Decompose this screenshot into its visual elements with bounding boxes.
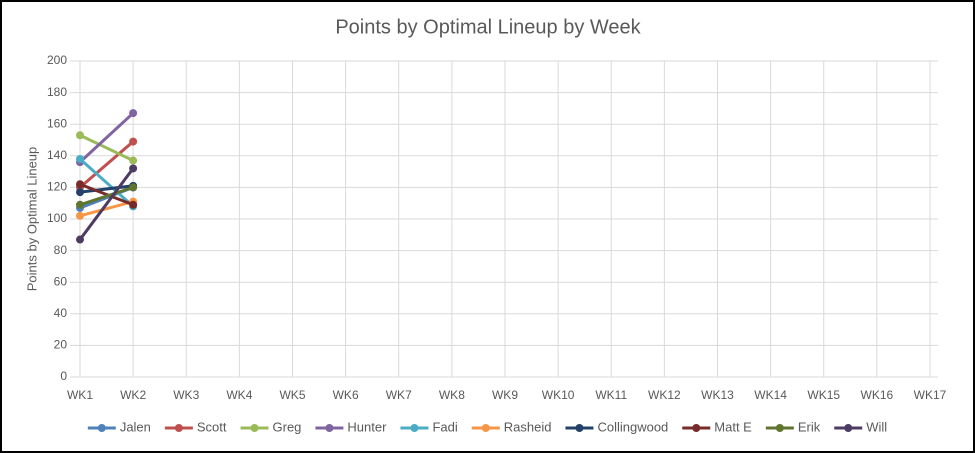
legend-swatch-dot — [481, 424, 490, 432]
data-point — [129, 164, 138, 173]
legend-item: Fadi — [400, 419, 458, 434]
legend-item: Matt E — [682, 419, 752, 434]
legend-label: Will — [866, 419, 887, 434]
legend-swatch-dot — [250, 424, 259, 432]
series-line — [79, 184, 134, 194]
y-tick-label: 60 — [54, 274, 68, 288]
legend-swatch-dot — [775, 424, 784, 432]
x-tick-label: WK5 — [279, 388, 305, 402]
x-tick-label: WK7 — [386, 388, 412, 402]
series-line — [79, 185, 134, 207]
data-point — [76, 235, 84, 244]
data-point — [76, 154, 84, 163]
legend-label: Rasheid — [504, 419, 552, 434]
data-point — [129, 200, 138, 209]
data-point — [76, 131, 84, 140]
x-tick-label: WK3 — [173, 388, 199, 402]
x-tick-label: WK10 — [542, 388, 575, 402]
y-tick-label: 100 — [47, 211, 67, 225]
legend-label: Erik — [798, 419, 821, 434]
data-point — [129, 183, 138, 192]
series-line — [78, 112, 135, 164]
x-tick-label: WK15 — [807, 388, 840, 402]
x-tick-label: WK16 — [861, 388, 894, 402]
y-tick-label: 80 — [54, 243, 68, 257]
legend-label: Scott — [197, 419, 227, 434]
x-tick-label: WK9 — [492, 388, 518, 402]
legend-item: Jalen — [87, 419, 151, 434]
series-line — [79, 133, 134, 162]
data-point — [76, 180, 84, 189]
x-tick-label: WK14 — [754, 388, 787, 402]
data-point — [129, 137, 138, 146]
x-tick-label: WK8 — [439, 388, 465, 402]
x-tick-label: WK11 — [595, 388, 627, 402]
x-tick-label: WK1 — [67, 388, 93, 402]
data-point — [76, 188, 84, 197]
legend-item: Will — [834, 419, 887, 434]
x-tick-label: WK17 — [914, 388, 947, 402]
legend-swatch-dot — [174, 424, 183, 432]
series-line — [79, 200, 134, 218]
legend-label: Matt E — [714, 419, 752, 434]
x-tick-label: WK6 — [333, 388, 359, 402]
y-tick-label: 160 — [47, 116, 67, 130]
series-line — [79, 182, 134, 207]
x-tick-label: WK13 — [701, 388, 734, 402]
legend-item: Greg — [240, 419, 302, 434]
legend-item: Scott — [164, 419, 227, 434]
y-tick-label: 40 — [54, 306, 68, 320]
data-point — [129, 156, 138, 165]
legend-label: Jalen — [120, 419, 151, 434]
y-tick-label: 180 — [47, 85, 67, 99]
legend-swatch-dot — [692, 424, 701, 432]
legend-label: Greg — [273, 419, 302, 434]
series-line — [79, 157, 135, 208]
legend-label: Fadi — [432, 419, 457, 434]
legend-item: Erik — [765, 419, 821, 434]
y-axis-title: Points by Optimal Lineup — [24, 147, 39, 292]
legend-item: Collingwood — [565, 419, 668, 434]
legend-label: Collingwood — [597, 419, 668, 434]
y-tick-label: 120 — [47, 180, 67, 194]
data-point — [129, 109, 138, 118]
legend-swatch-dot — [325, 424, 334, 432]
y-tick-label: 140 — [47, 148, 67, 162]
data-point — [76, 200, 84, 209]
chart-title: Points by Optimal Lineup by Week — [335, 16, 641, 38]
legend-item: Rasheid — [471, 419, 552, 434]
y-tick-label: 200 — [47, 53, 67, 67]
series-line — [78, 167, 135, 241]
x-tick-label: WK2 — [120, 388, 146, 402]
legend-swatch-dot — [410, 424, 419, 432]
series-line — [79, 140, 135, 189]
y-tick-label: 0 — [60, 369, 67, 383]
x-tick-label: WK12 — [648, 388, 681, 402]
legend-swatch-dot — [575, 424, 584, 432]
legend-swatch-dot — [844, 424, 853, 432]
y-tick-label: 20 — [54, 338, 68, 352]
legend-item: Hunter — [315, 419, 387, 434]
legend-label: Hunter — [347, 419, 387, 434]
x-tick-label: WK4 — [226, 388, 252, 402]
legend-swatch-dot — [97, 424, 106, 432]
data-point — [76, 211, 84, 220]
